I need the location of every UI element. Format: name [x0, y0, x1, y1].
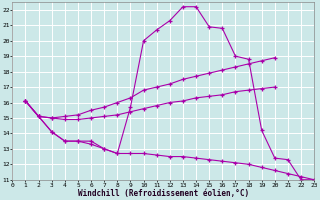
X-axis label: Windchill (Refroidissement éolien,°C): Windchill (Refroidissement éolien,°C) [78, 189, 249, 198]
